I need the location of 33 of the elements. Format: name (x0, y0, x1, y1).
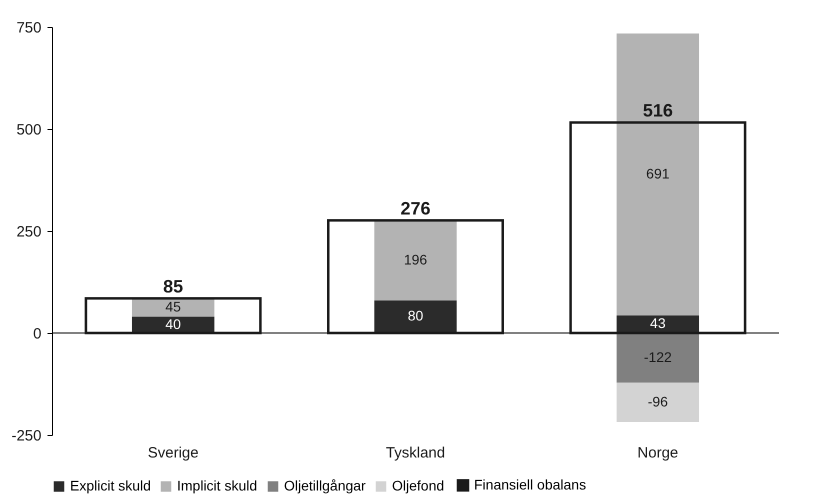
legend-label: Explicit skuld (70, 478, 151, 494)
x-tick-label: Sverige (148, 444, 199, 462)
legend-label: Oljefond (392, 478, 444, 494)
bar (374, 300, 457, 333)
legend-label: Oljetillgångar (284, 478, 366, 494)
legend-label: Implicit skuld (177, 478, 258, 494)
y-tick-label: -250 (11, 428, 42, 444)
bar (616, 34, 700, 316)
bar (84, 297, 262, 334)
bar (616, 333, 700, 383)
bar (616, 382, 700, 422)
data-label: 40 (165, 316, 182, 332)
data-label: 516 (642, 100, 673, 120)
x-tick-label: Norge (637, 444, 678, 462)
data-label: 196 (404, 251, 428, 268)
data-label: 80 (408, 308, 424, 324)
data-label: 276 (400, 198, 431, 218)
y-tick-label: 500 (16, 122, 42, 138)
data-label: 45 (165, 298, 182, 314)
y-tick-label: 250 (16, 224, 42, 240)
x-tick-label: Tyskland (386, 444, 446, 462)
bar (132, 316, 214, 333)
data-label: 43 (650, 315, 666, 332)
bar (374, 220, 457, 300)
data-label: -122 (644, 348, 672, 365)
bar (569, 121, 746, 334)
data-label: 85 (163, 276, 184, 296)
y-tick-label: 750 (16, 20, 42, 36)
legend-label: Finansiell obalans (474, 476, 586, 492)
bar (327, 219, 504, 334)
data-label: -96 (648, 393, 668, 410)
y-tick-label: 0 (33, 326, 42, 342)
data-label: 691 (646, 165, 670, 182)
